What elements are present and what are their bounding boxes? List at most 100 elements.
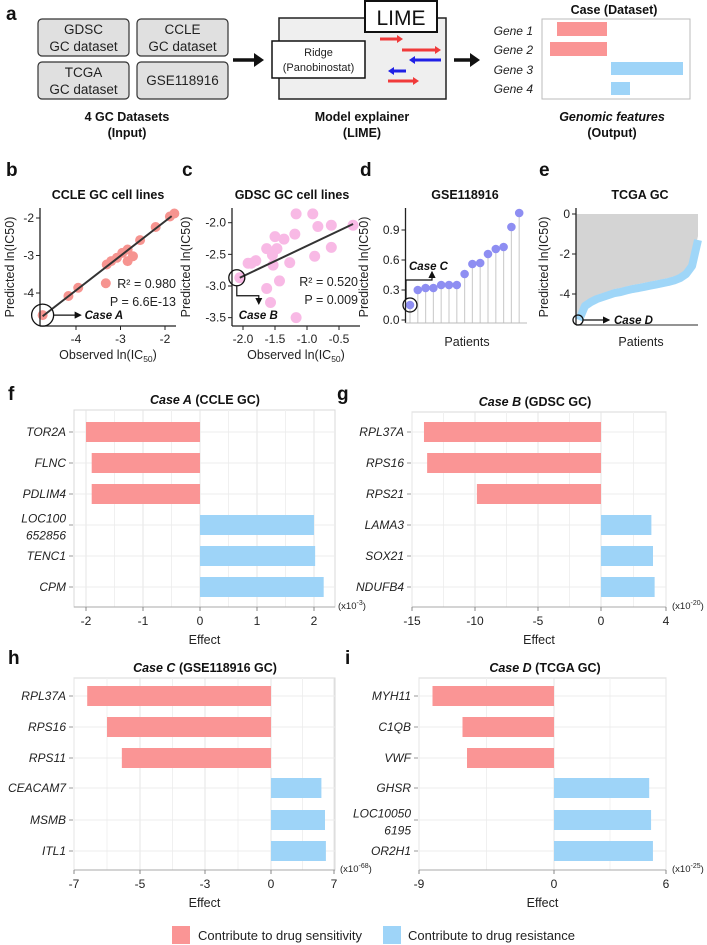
output-bar: [557, 22, 607, 36]
y-tick-label: -2: [23, 211, 34, 225]
stat-text: P = 0.009: [304, 293, 358, 307]
data-point: [499, 242, 508, 252]
effect-bar: [200, 546, 316, 566]
data-point: [269, 231, 281, 243]
y-tick-label: 0.6: [383, 253, 400, 267]
output-title: Case (Dataset): [571, 3, 658, 17]
data-point: [468, 259, 477, 269]
panel-label-g: g: [337, 384, 349, 405]
y-tick-label: 0: [563, 207, 570, 221]
panel-label-b: b: [6, 160, 18, 181]
dataset-name: GC dataset: [49, 82, 118, 97]
case-label: Case C: [409, 261, 449, 273]
dataset-box-gse118916: GSE118916: [136, 61, 229, 100]
effect-bar: [462, 717, 554, 737]
output-example-chart: Case (Dataset) Gene 1 Gene 2 Gene 3 Gene…: [494, 3, 691, 100]
dataset-name: GDSC: [64, 22, 103, 37]
lime-explainer-box: LIME Ridge (Panobinostat): [271, 0, 447, 100]
data-point: [309, 250, 321, 262]
data-point: [284, 257, 296, 269]
case-highlight-circle: [402, 297, 418, 313]
data-point: [483, 249, 493, 259]
chart-title: GDSC GC cell lines: [235, 188, 350, 202]
effect-bar: [476, 484, 601, 504]
gene-label: LAMA3: [365, 518, 405, 532]
data-point: [421, 283, 430, 293]
panel-label-i: i: [345, 648, 350, 669]
data-point: [452, 280, 462, 290]
gene-label: VWF: [384, 751, 411, 765]
effect-bar: [91, 484, 200, 504]
gene-label: ITL1: [42, 844, 66, 858]
gene-label: PDLIM4: [23, 487, 67, 501]
y-axis-label: Predicted ln(IC50): [357, 217, 371, 318]
gene-label: MSMB: [30, 813, 66, 827]
legend: Contribute to drug sensitivity Contribut…: [172, 926, 575, 944]
gene-label: RPL37A: [21, 689, 66, 703]
gene-label: TENC1: [27, 549, 66, 563]
data-point: [100, 278, 111, 289]
effect-bar: [432, 686, 554, 706]
y-tick-label: -4: [559, 287, 570, 301]
chart-title: CCLE GC cell lines: [52, 188, 165, 202]
output-caption: Genomic features: [559, 110, 665, 124]
explainer-caption-sub: (LIME): [343, 126, 381, 140]
y-axis-label: Predicted ln(IC50): [179, 217, 193, 318]
data-point: [169, 208, 180, 219]
data-point: [250, 255, 262, 267]
gene-label: RPS16: [366, 456, 404, 470]
y-tick-label: 0.9: [383, 223, 400, 237]
panel-label-h: h: [8, 648, 20, 669]
gene-label: LOC100: [21, 512, 66, 526]
dataset-name: CCLE: [164, 22, 200, 37]
output-bar: [611, 62, 683, 75]
output-bar: [550, 42, 607, 56]
data-point: [491, 244, 501, 254]
x-tick-label: -4: [71, 332, 82, 346]
data-point: [325, 219, 337, 231]
chart-title: Case A (CCLE GC): [150, 393, 260, 407]
lime-title: LIME: [376, 7, 425, 30]
effect-bar: [601, 577, 655, 597]
panel-label-d: d: [360, 160, 372, 181]
input-caption-sub: (Input): [108, 126, 147, 140]
x-axis-label: Effect: [189, 633, 221, 647]
effect-bar: [91, 453, 200, 473]
x-tick-label: -0.5: [329, 332, 350, 346]
x-tick-label: 4: [663, 614, 670, 628]
x-tick-label: -1.5: [265, 332, 286, 346]
data-point: [289, 228, 301, 240]
x-tick-label: -15: [403, 614, 421, 628]
gene-label: CEACAM7: [8, 781, 67, 795]
x-tick-label: 7: [331, 877, 338, 891]
y-axis-label: Predicted ln(IC50): [3, 217, 17, 318]
legend-label-resistance: Contribute to drug resistance: [408, 928, 575, 943]
x-tick-label: 6: [663, 877, 670, 891]
output-gene-label: Gene 4: [494, 82, 534, 96]
x-tick-label: -1.0: [297, 332, 318, 346]
effect-bar: [107, 717, 271, 737]
y-tick-label: -3.5: [205, 311, 226, 325]
x-tick-label: -5: [533, 614, 544, 628]
case-label: Case B: [239, 310, 278, 322]
bar-chart-h: Case C (GSE118916 GC) RPL37A RPS16 RPS11 CEA…: [8, 661, 372, 910]
scatter-chart-b: CCLE GC cell lines -4 -3 -2 -2 -3 -4 Observed l…: [3, 188, 180, 364]
x-tick-label: 0: [197, 614, 204, 628]
data-point: [273, 275, 285, 287]
x-axis-label: Effect: [523, 633, 555, 647]
output-gene-label: Gene 3: [494, 63, 534, 77]
data-point: [514, 208, 524, 218]
gene-label: SOX21: [365, 549, 404, 563]
arrow-right-icon: [454, 53, 480, 67]
x-tick-label: 0: [598, 614, 605, 628]
gene-label: NDUFB4: [356, 580, 404, 594]
panel-label-e: e: [539, 160, 550, 181]
effect-bar: [271, 778, 322, 798]
dataset-name: GSE118916: [146, 73, 219, 88]
output-gene-label: Gene 2: [494, 43, 534, 57]
dataset-name: TCGA: [65, 65, 103, 80]
bar-chart-i: Case D (TCGA GC) MYH11 C1QB VWF GHSR LOC10050…: [353, 661, 704, 910]
dataset-name: GC dataset: [49, 39, 118, 54]
data-point: [312, 220, 324, 232]
